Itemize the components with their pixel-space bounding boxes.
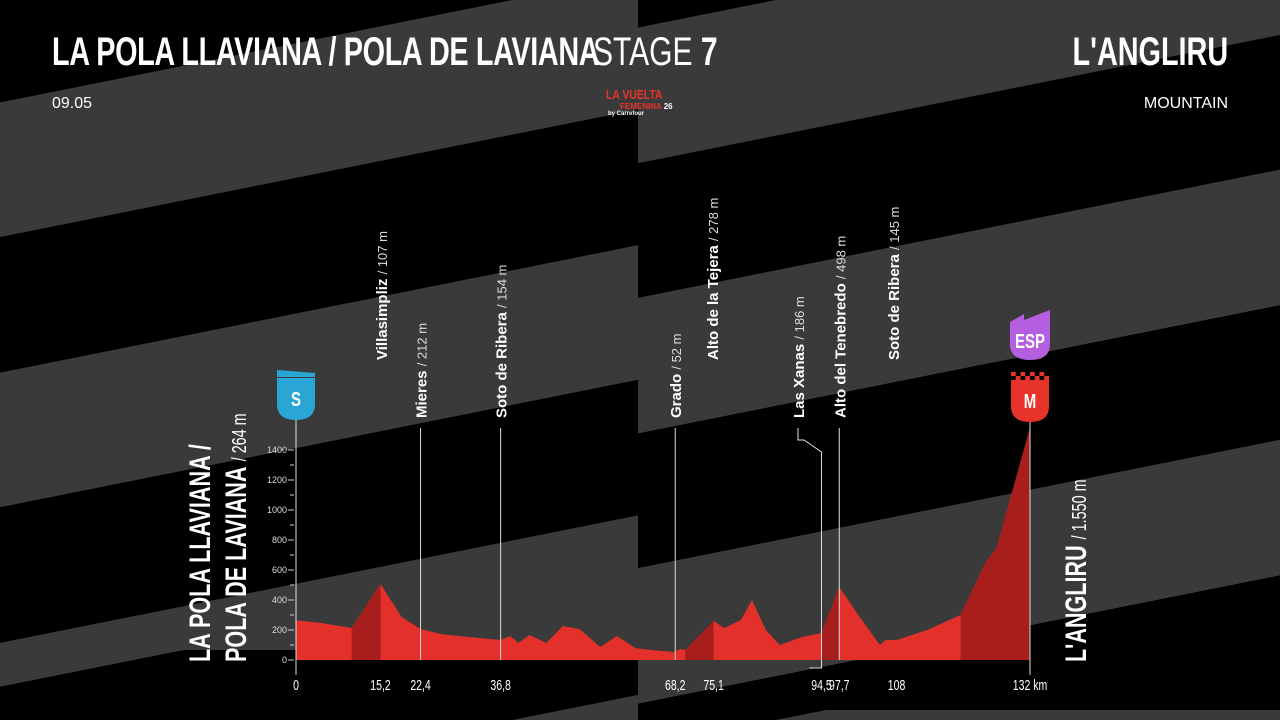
waypoint-label: Soto de Ribera / 154 m (494, 265, 511, 418)
x-tick-label: 0 (293, 676, 299, 693)
climb-segment (960, 427, 1030, 660)
start-name: POLA DE LAVIANA (218, 461, 252, 662)
logo-line2: FEMENINA 26 (620, 102, 676, 111)
y-tick-label: 200 (272, 625, 287, 635)
climb-segment (351, 583, 381, 660)
stage-number: 7 (700, 30, 718, 74)
checkered-flag-icon (1025, 376, 1030, 380)
waypoint-elevation: / 107 m (375, 231, 390, 274)
background-left (0, 0, 638, 720)
waypoint-label: Mieres / 212 m (414, 323, 431, 418)
start-name-line1: LA POLA LLAVIANA / (182, 444, 216, 662)
waypoint-name: Soto de Ribera (886, 250, 903, 360)
background-right (638, 0, 1280, 720)
waypoint-name: Alto del Tenebredo (832, 279, 849, 418)
finish-title: L'ANGLIRU (1072, 30, 1228, 74)
waypoint-elevation: / 154 m (495, 265, 510, 308)
waypoint-elevation: / 278 m (706, 198, 721, 241)
start-elevation: / 264 m (228, 413, 251, 461)
waypoint-label: Alto de la Tejera / 278 m (705, 198, 722, 360)
x-tick-label: 97,7 (829, 676, 849, 693)
finish-elevation: / 1.550 m (1068, 479, 1091, 539)
x-tick-label: 108 (888, 676, 906, 693)
x-tick-label: 15,2 (370, 676, 390, 693)
x-tick-label: 36,8 (490, 676, 510, 693)
checkered-flag-icon (1034, 376, 1040, 380)
y-tick-label: 1200 (267, 475, 287, 485)
checkered-flag-icon (1039, 372, 1045, 376)
finish-badge-label: M (1024, 390, 1036, 413)
waypoint-name: Grado (668, 370, 685, 418)
y-tick-label: 400 (272, 595, 287, 605)
y-tick-label: 600 (272, 565, 287, 575)
start-badge-label: S (291, 388, 301, 411)
x-tick-label: 75,1 (703, 676, 723, 693)
waypoint-label: Las Xanas / 186 m (791, 296, 808, 418)
waypoint-elevation: / 186 m (792, 296, 807, 339)
checkered-flag-icon (1020, 372, 1026, 376)
climb-segment (821, 586, 840, 660)
waypoint-name: Soto de Ribera (494, 308, 511, 418)
x-tick-label: 132 km (1013, 676, 1047, 693)
x-tick-label: 22,4 (410, 676, 430, 693)
waypoint-name: Las Xanas (791, 340, 808, 418)
x-tick-label: 68,2 (665, 676, 685, 693)
waypoint-elevation: / 212 m (415, 323, 430, 366)
y-tick-label: 0 (282, 655, 287, 665)
stage-type: MOUNTAIN (1143, 95, 1228, 112)
waypoint-elevation: / 498 m (833, 236, 848, 279)
start-badge-flag-icon (277, 370, 315, 377)
stage-date: 09.05 (52, 95, 93, 112)
profile-area (296, 427, 1030, 660)
y-tick-label: 1400 (267, 445, 287, 455)
checkered-flag-icon (1015, 376, 1021, 380)
points-badge-shape (1010, 310, 1050, 360)
x-tick-label: 94,5 (811, 676, 831, 693)
waypoint-label: Villasimpliz / 107 m (374, 231, 391, 360)
finish-badge-shape (1011, 380, 1049, 422)
climb-segment (685, 621, 714, 660)
stage-label: STAGE 7 (593, 30, 718, 75)
checkered-flag-icon (1044, 376, 1049, 380)
waypoint-elevation: / 52 m (669, 334, 684, 370)
la-vuelta-logo: LA VUELTA FEMENINA 26 by Carrefour (606, 87, 676, 127)
waypoint-name: Villasimpliz (374, 274, 391, 360)
stage-word: STAGE (593, 30, 693, 74)
logo-line1: LA VUELTA (606, 87, 663, 102)
start-title: LA POLA LLAVIANA / POLA DE LAVIANA (52, 30, 600, 74)
start-badge-shape (277, 378, 315, 420)
waypoint-label: Soto de Ribera / 145 m (886, 207, 903, 360)
logo-sponsor: by Carrefour (608, 111, 645, 117)
y-tick-label: 800 (272, 535, 287, 545)
waypoint-leader-line (797, 428, 822, 669)
y-tick-label: 1000 (267, 505, 287, 515)
start-name-line2: POLA DE LAVIANA / 264 m (218, 413, 252, 662)
logo-femenina: FEMENINA (620, 102, 662, 111)
waypoint-name: Mieres (414, 366, 431, 418)
waypoint-name: Alto de la Tejera (705, 241, 722, 360)
finish-name-text: L'ANGLIRU (1058, 539, 1092, 662)
waypoint-label: Grado / 52 m (668, 334, 685, 418)
waypoint-label: Alto del Tenebredo / 498 m (832, 236, 849, 418)
finish-name: L'ANGLIRU / 1.550 m (1058, 479, 1092, 662)
waypoint-elevation: / 145 m (887, 207, 902, 250)
logo-year: 26 (663, 102, 673, 111)
checkered-flag-icon (1011, 372, 1016, 376)
points-badge-label: ESP (1015, 330, 1045, 353)
checkered-flag-icon (1030, 372, 1035, 376)
